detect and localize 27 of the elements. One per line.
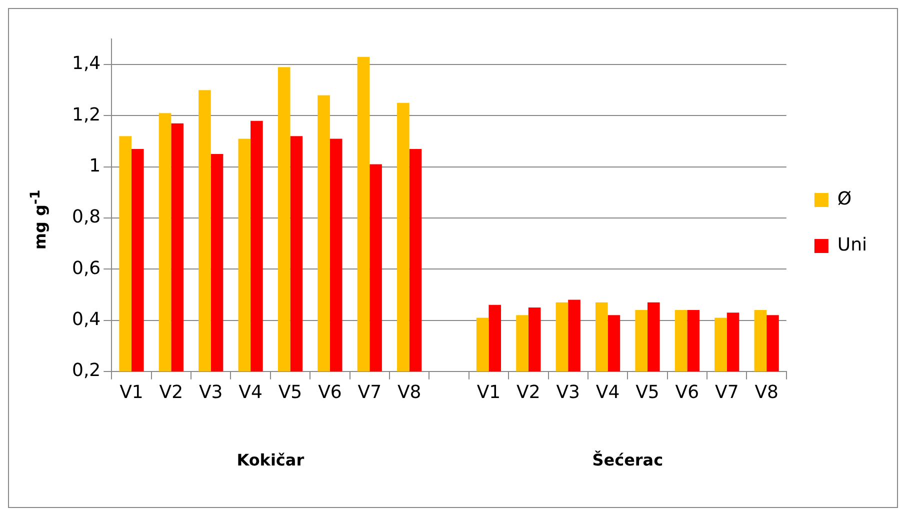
x-tick-label: V1: [476, 382, 501, 403]
x-tick-label: V4: [238, 382, 262, 403]
text: Kokičar: [236, 450, 304, 470]
y-tick-label: 1: [89, 156, 101, 177]
x-tick-label: V5: [278, 382, 302, 403]
x-tick-label: V3: [556, 382, 580, 403]
x-tick-label: V1: [120, 382, 144, 403]
x-tick-label: V2: [516, 382, 540, 403]
x-tick-label: V8: [754, 382, 778, 403]
x-tick-label: V6: [675, 382, 700, 403]
y-tick-label: 0,2: [72, 360, 101, 382]
x-tick-label: V7: [714, 382, 739, 403]
y-tick-label: 1,2: [72, 104, 101, 126]
text: Šećerac: [592, 450, 664, 470]
x-tick-label: V7: [358, 382, 382, 403]
y-tick-label: 1,4: [72, 53, 101, 74]
x-tick-label: V3: [198, 382, 223, 403]
y-tick-label: 0,6: [72, 258, 101, 279]
y-tick-label: 0,4: [72, 308, 101, 330]
x-tick-label: V4: [596, 382, 620, 403]
y-tick-label: 0,8: [72, 206, 101, 228]
x-tick-label: V8: [397, 382, 422, 403]
x-tick-label: V6: [318, 382, 342, 403]
x-tick-label: V5: [636, 382, 660, 403]
legend-label: Uni: [837, 234, 868, 256]
x-tick-label: V2: [159, 382, 184, 403]
legend-label: Ø: [837, 188, 852, 210]
